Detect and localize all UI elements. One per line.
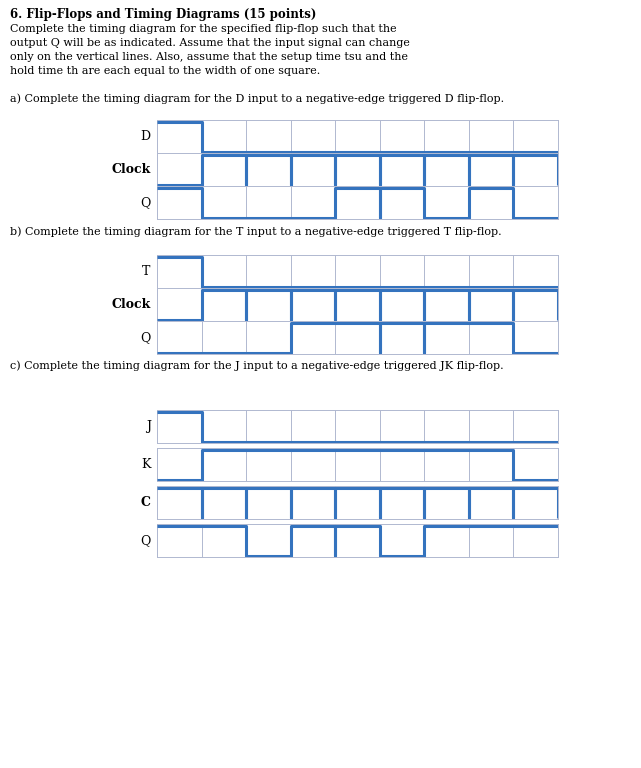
Text: a) Complete the timing diagram for the D input to a negative-edge triggered D fl: a) Complete the timing diagram for the D… — [10, 93, 504, 104]
Text: only on the vertical lines. Also, assume that the setup time tsu and the: only on the vertical lines. Also, assume… — [10, 52, 408, 62]
Text: 6. Flip-Flops and Timing Diagrams (15 points): 6. Flip-Flops and Timing Diagrams (15 po… — [10, 8, 316, 21]
Text: C: C — [140, 496, 151, 509]
Text: T: T — [142, 265, 151, 278]
Text: b) Complete the timing diagram for the T input to a negative-edge triggered T fl: b) Complete the timing diagram for the T… — [10, 226, 501, 237]
Text: Q: Q — [140, 196, 151, 209]
Text: Q: Q — [140, 534, 151, 547]
Text: Q: Q — [140, 331, 151, 344]
Text: Clock: Clock — [112, 298, 151, 311]
Text: J: J — [146, 420, 151, 433]
Text: Clock: Clock — [112, 163, 151, 176]
Text: c) Complete the timing diagram for the J input to a negative-edge triggered JK f: c) Complete the timing diagram for the J… — [10, 360, 503, 371]
Text: D: D — [140, 130, 151, 143]
Text: Complete the timing diagram for the specified flip-flop such that the: Complete the timing diagram for the spec… — [10, 24, 396, 34]
Text: K: K — [141, 458, 151, 471]
Text: output Q will be as indicated. Assume that the input signal can change: output Q will be as indicated. Assume th… — [10, 38, 410, 48]
Text: hold time th are each equal to the width of one square.: hold time th are each equal to the width… — [10, 66, 320, 76]
